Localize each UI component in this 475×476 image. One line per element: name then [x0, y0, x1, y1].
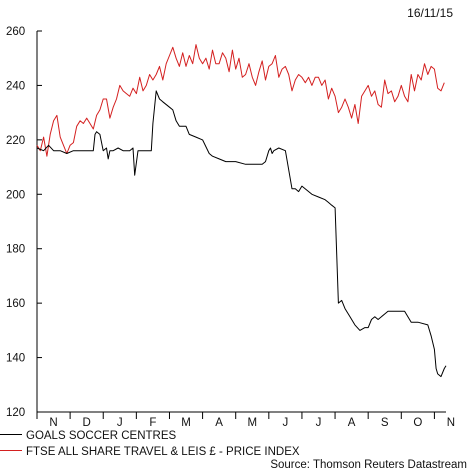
x-tick-label: M — [247, 417, 257, 429]
x-tick-label: N — [447, 417, 455, 429]
legend-label-ftse: FTSE ALL SHARE TRAVEL & LEIS £ - PRICE I… — [26, 446, 300, 458]
legend-swatch-goals — [0, 434, 22, 436]
series-line-ftse — [36, 44, 445, 157]
legend-swatch-ftse — [0, 450, 22, 452]
legend-label-goals: GOALS SOCCER CENTRES — [26, 430, 177, 442]
x-tick-label: D — [83, 417, 91, 429]
x-tick-label: O — [413, 417, 422, 429]
y-tick-label: 120 — [6, 407, 25, 419]
series-line-goals — [36, 90, 447, 378]
x-tick-label: J — [316, 417, 322, 429]
x-tick-label: A — [348, 417, 356, 429]
series-layer — [36, 44, 447, 378]
y-tick-label: 200 — [6, 189, 25, 201]
y-tick-label: 180 — [6, 244, 25, 256]
x-tick-label: N — [49, 417, 57, 429]
y-tick-label: 140 — [6, 353, 25, 365]
y-tick-label: 220 — [6, 135, 25, 147]
y-tick-label: 260 — [6, 26, 25, 38]
legend-item-goals: GOALS SOCCER CENTRES — [0, 430, 176, 442]
y-tick-label: 160 — [6, 298, 25, 310]
y-axis: 120 140 160 180 200 220 240 260 — [6, 26, 42, 419]
legend-item-ftse: FTSE ALL SHARE TRAVEL & LEIS £ - PRICE I… — [0, 446, 300, 458]
source-note: Source: Thomson Reuters Datastream — [270, 459, 467, 471]
x-tick-label: F — [149, 417, 156, 429]
date-label: 16/11/15 — [407, 6, 453, 20]
x-tick-label: S — [381, 417, 389, 429]
x-tick-label: J — [117, 417, 123, 429]
x-tick-label: A — [215, 417, 223, 429]
x-tick-label: J — [283, 417, 289, 429]
y-tick-label: 240 — [6, 80, 25, 92]
x-tick-label: M — [181, 417, 191, 429]
